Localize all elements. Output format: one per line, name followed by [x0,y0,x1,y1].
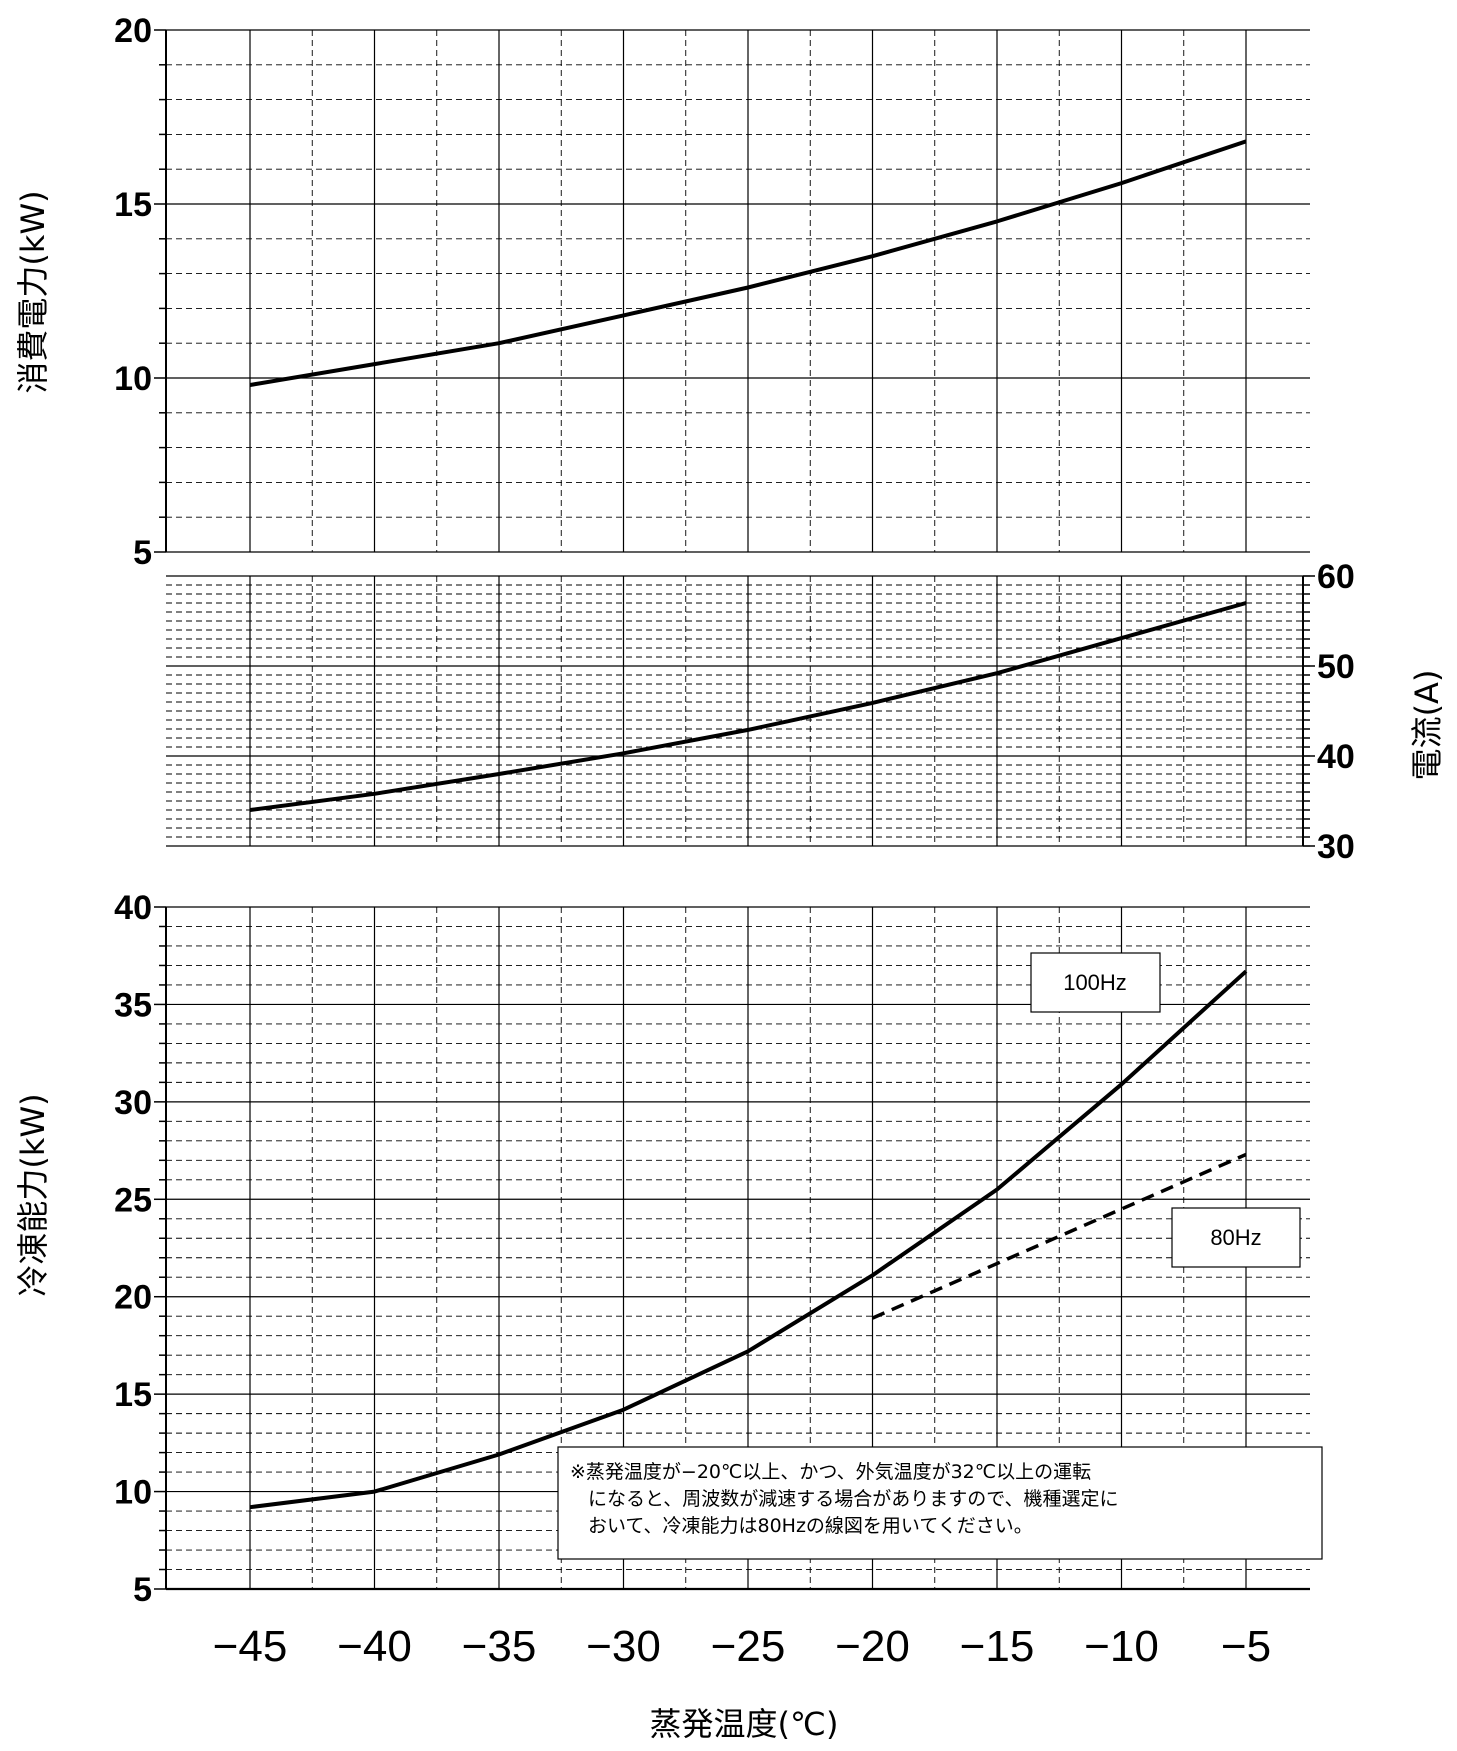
legend-100hz: 100Hz [1030,952,1161,1013]
current-y-tick-label: 60 [1317,558,1355,596]
note-line-2: になると、周波数が減速する場合がありますので、機種選定に [588,1488,1118,1510]
x-tick-label: −30 [586,1622,661,1671]
power-series-line-0 [249,139,1247,387]
capacity-y-tick-label: 20 [114,1279,152,1317]
capacity-y-tick-label: 40 [114,889,152,927]
series-layer [249,139,1248,1510]
note-box: ※蒸発温度が−20℃以上、かつ、外気温度が32℃以上の運転 になると、周波数が減… [557,1446,1323,1560]
current-y-tick-label: 30 [1317,828,1355,866]
capacity-y-tick-label: 10 [114,1474,152,1512]
capacity-series-line-80hz [871,1152,1247,1320]
x-tick-label: −5 [1221,1622,1271,1671]
power-ylabel: 消費電力(kW) [14,190,52,393]
x-tick-label: −35 [462,1622,537,1671]
current-ylabel: 電流(A) [1408,670,1446,781]
x-tick-label: −10 [1084,1622,1159,1671]
note-line-3: おいて、冷凍能力は80Hzの線図を用いてください。 [588,1515,1033,1537]
legend-100hz-label: 100Hz [1063,970,1127,995]
capacity-y-tick-label: 5 [133,1571,152,1609]
x-tick-label: −40 [337,1622,412,1671]
capacity-y-tick-label: 30 [114,1084,152,1122]
x-tick-label: −20 [835,1622,910,1671]
x-axis-label: 蒸発温度(℃) [650,1705,839,1743]
x-tick-label: −45 [213,1622,288,1671]
capacity-series-line-100hz [249,969,1248,1510]
x-tick-label: −15 [960,1622,1035,1671]
capacity-ylabel: 冷凍能力(kW) [14,1093,52,1296]
legend-80hz: 80Hz [1171,1207,1301,1268]
current-y-tick-label: 50 [1317,648,1355,686]
capacity-y-tick-label: 15 [114,1376,152,1414]
capacity-y-tick-label: 25 [114,1181,152,1219]
grid-layer [166,29,1310,1590]
power-y-tick-label: 15 [114,186,152,224]
capacity-y-tick-label: 35 [114,986,152,1024]
power-y-tick-label: 5 [133,534,152,572]
note-line-1: ※蒸発温度が−20℃以上、かつ、外気温度が32℃以上の運転 [570,1461,1091,1483]
legend-80hz-label: 80Hz [1210,1225,1261,1250]
x-tick-label: −25 [711,1622,786,1671]
power-y-tick-label: 10 [114,360,152,398]
power-y-tick-label: 20 [114,12,152,50]
axes-layer [154,29,1315,1591]
current-y-tick-label: 40 [1317,738,1355,776]
